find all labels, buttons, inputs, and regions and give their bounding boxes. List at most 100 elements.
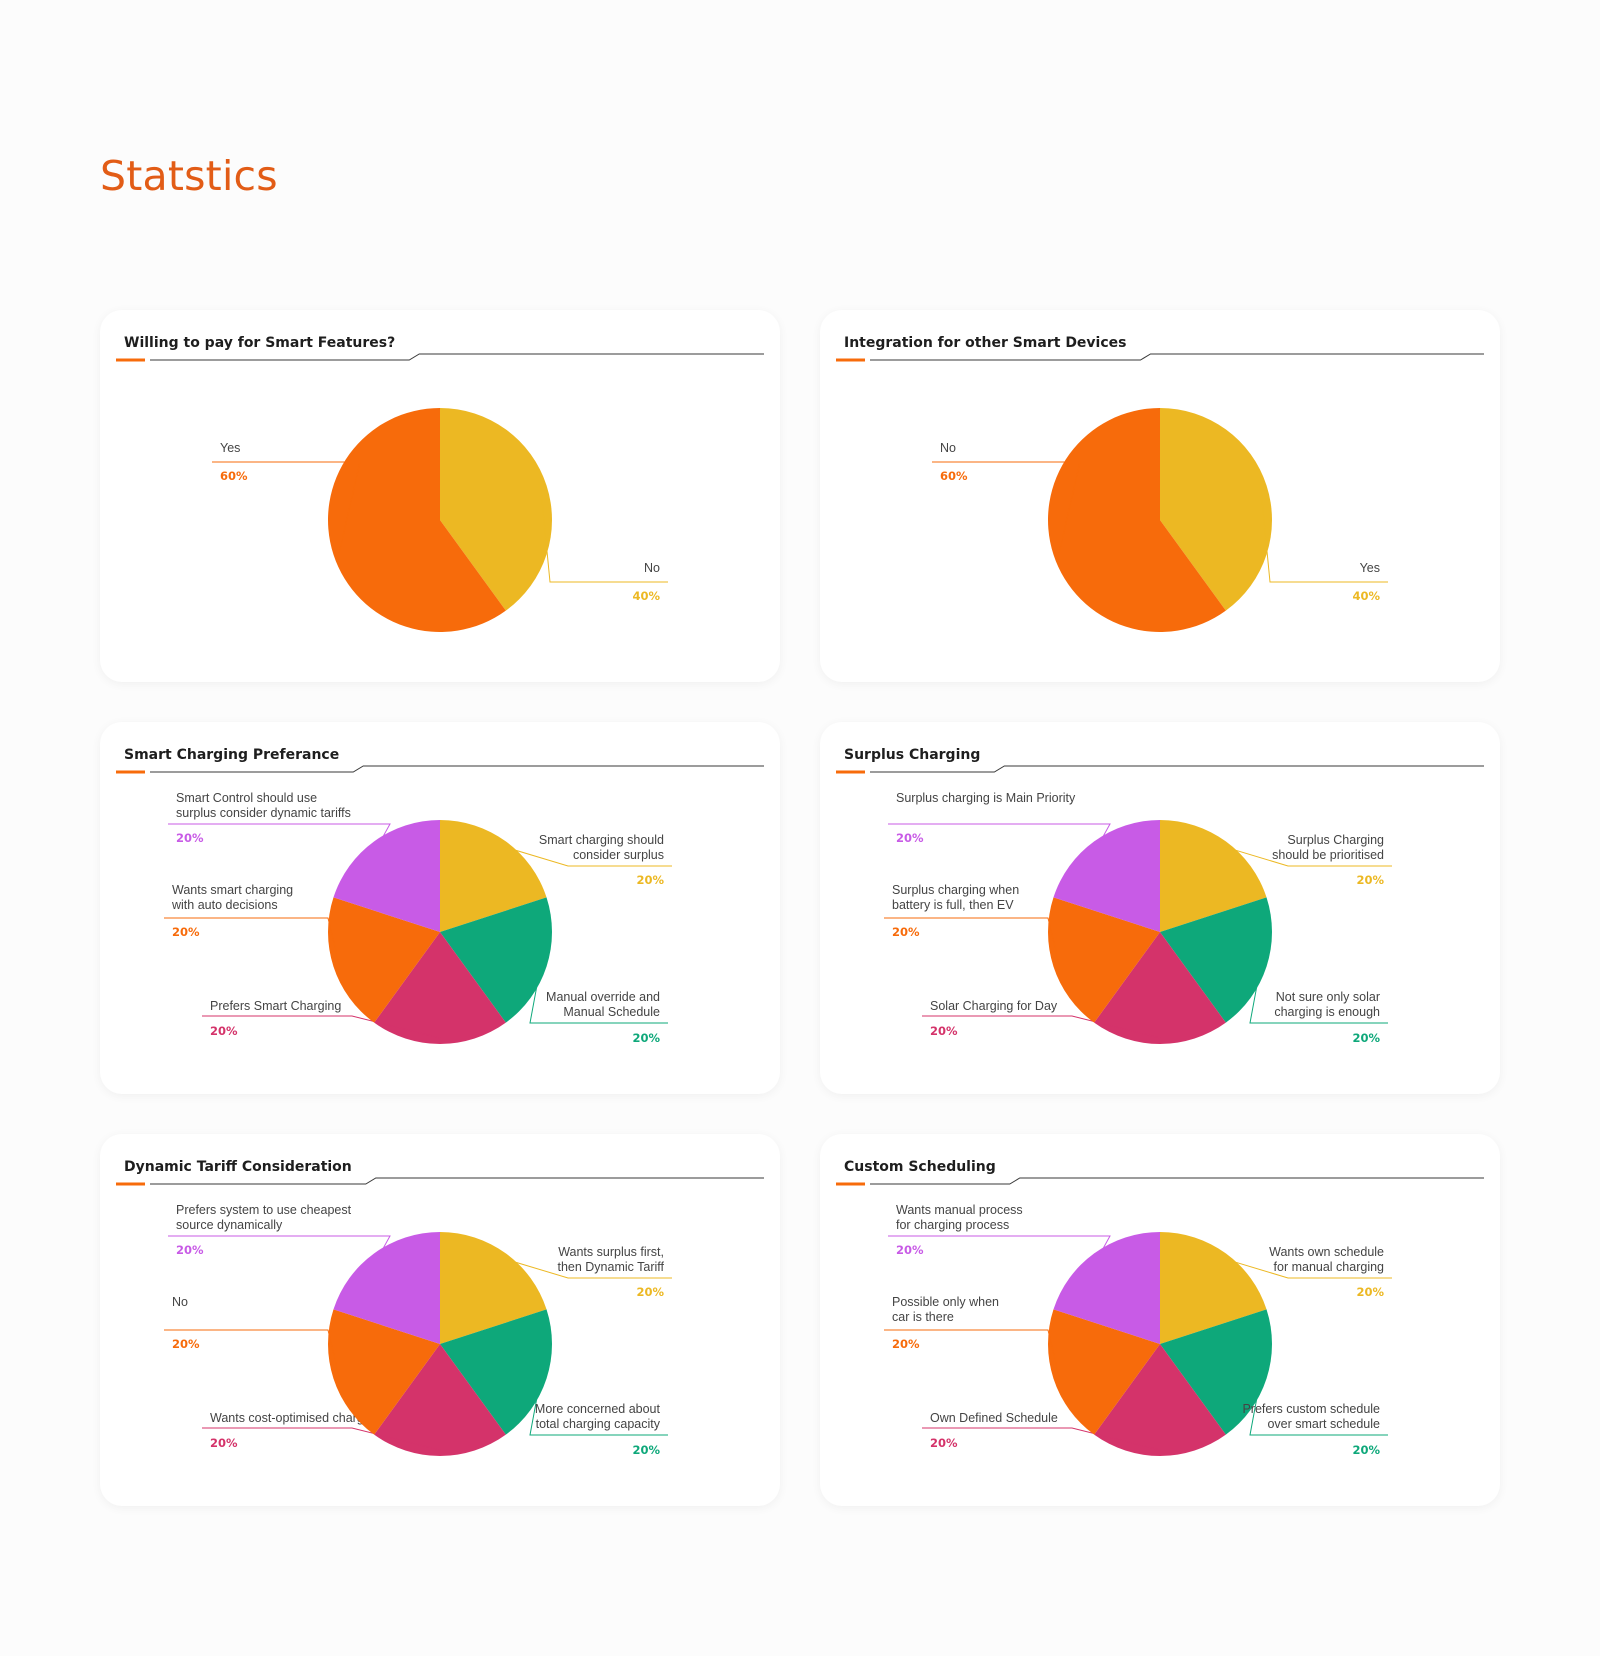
leader-line <box>1222 845 1392 867</box>
slice-label: surplus consider dynamic tariffs <box>176 806 351 820</box>
title-underline <box>836 1177 1484 1186</box>
title-divider-line <box>870 765 1484 773</box>
slice-label: Wants manual process <box>896 1203 1023 1217</box>
chart-card-surplus-charging: Surplus Charging Surplus Charging should … <box>820 722 1500 1094</box>
pie-slice-no <box>1047 408 1226 632</box>
slice-percent: 20% <box>892 1337 920 1351</box>
slice-label-group: Wants surplus first,then Dynamic Tariff 2… <box>502 1245 672 1299</box>
slice-label-group: Wants cost-optimised charging 20% <box>202 1411 441 1451</box>
pie-slice-own-defined-schedule <box>1094 1344 1226 1456</box>
title-divider-line <box>150 765 764 773</box>
leader-line <box>932 461 1081 553</box>
slice-label: Smart Control should use <box>176 791 317 805</box>
pie-chart-willing-to-pay: No 40% Yes 60% <box>116 353 764 632</box>
slice-label-group: No 60% <box>932 441 1081 553</box>
chart-card-smart-charging-preference: Smart Charging Preferance Smart charging… <box>100 722 780 1094</box>
leader-line <box>529 1376 668 1436</box>
slice-label: car is there <box>892 1310 954 1324</box>
chart-title: Integration for other Smart Devices <box>844 335 1127 351</box>
slice-label: Yes <box>1360 561 1380 575</box>
chart-card-integration-smart-devices: Integration for other Smart Devices Yes 4… <box>820 310 1500 682</box>
slice-percent: 20% <box>636 873 664 887</box>
pie-chart-dynamic-tariff: Wants surplus first,then Dynamic Tariff 2… <box>116 1177 764 1457</box>
leader-line <box>164 917 340 965</box>
slice-label: Yes <box>220 441 240 455</box>
slice-percent: 20% <box>896 1243 924 1257</box>
slice-label-group: Prefers Smart Charging 20% <box>202 999 441 1039</box>
title-underline <box>116 353 764 362</box>
pie-slice-solar-charging-for-day <box>1094 932 1226 1044</box>
slice-label: No <box>940 441 956 455</box>
leader-line <box>540 487 668 583</box>
slice-label-group: No 40% <box>540 487 668 603</box>
slice-label: with auto decisions <box>171 898 278 912</box>
slice-percent: 20% <box>1356 873 1384 887</box>
leader-line <box>1249 1376 1388 1436</box>
title-underline <box>836 353 1484 362</box>
slice-percent: 20% <box>210 1436 238 1450</box>
title-divider-line <box>150 1177 764 1185</box>
leader-line <box>212 461 361 553</box>
pie-slice-manual-override-and-manual-schedule <box>440 897 553 1023</box>
slice-percent: 20% <box>930 1436 958 1450</box>
slice-label: over smart schedule <box>1267 1417 1380 1431</box>
slice-percent: 20% <box>930 1024 958 1038</box>
slice-percent: 20% <box>632 1443 660 1457</box>
slice-percent: 20% <box>632 1031 660 1045</box>
slice-label: charging is enough <box>1274 1005 1380 1019</box>
slice-label: Wants cost-optimised charging <box>210 1411 380 1425</box>
leader-line <box>168 823 391 847</box>
pie-slice-prefers-custom-schedule-over-smart-sched <box>1160 1309 1273 1435</box>
slice-percent: 20% <box>172 925 200 939</box>
title-underline <box>116 1177 764 1186</box>
slice-label: consider surplus <box>573 848 664 862</box>
pie-slice-no <box>327 1309 440 1435</box>
slice-label: Wants own schedule <box>1269 1245 1384 1259</box>
title-underline <box>836 765 1484 774</box>
slice-percent: 20% <box>1356 1285 1384 1299</box>
title-divider-line <box>870 353 1484 361</box>
leader-line <box>168 1235 391 1259</box>
slice-label: Surplus charging when <box>892 883 1019 897</box>
pie-slice-no <box>440 408 552 611</box>
slice-label: More concerned about <box>535 1402 661 1416</box>
chart-card-willing-to-pay: Willing to pay for Smart Features? No 40%… <box>100 310 780 682</box>
slice-percent: 20% <box>172 1337 200 1351</box>
pie-slice-wants-own-schedule-for-manual-charging <box>1160 1232 1267 1344</box>
slice-label: Wants surplus first, <box>558 1245 664 1259</box>
slice-label-group: No 20% <box>164 1295 340 1377</box>
leader-line <box>502 845 672 867</box>
slice-label: No <box>172 1295 188 1309</box>
leader-line <box>1260 487 1388 583</box>
slice-percent: 20% <box>1352 1031 1380 1045</box>
slice-percent: 20% <box>892 925 920 939</box>
slice-label: for charging process <box>896 1218 1009 1232</box>
chart-title: Surplus Charging <box>844 747 981 763</box>
leader-line <box>1222 1257 1392 1279</box>
leader-line <box>164 1329 340 1377</box>
slice-percent: 40% <box>1352 589 1380 603</box>
slice-label: Smart charging should <box>539 833 664 847</box>
leader-line <box>888 1235 1111 1259</box>
slice-label-group: Solar Charging for Day 20% <box>922 999 1161 1039</box>
chart-card-dynamic-tariff: Dynamic Tariff Consideration Wants surpl… <box>100 1134 780 1506</box>
slice-label: battery is full, then EV <box>892 898 1014 912</box>
slice-percent: 20% <box>636 1285 664 1299</box>
slice-label: Possible only when <box>892 1295 999 1309</box>
slice-label: Surplus Charging <box>1287 833 1384 847</box>
slice-label: Own Defined Schedule <box>930 1411 1058 1425</box>
slice-label-group: Yes 40% <box>1260 487 1388 603</box>
leader-line <box>202 1015 441 1039</box>
pie-slice-yes <box>327 408 506 632</box>
pie-slice-smart-control-should-use-surplus-conside <box>333 820 440 932</box>
